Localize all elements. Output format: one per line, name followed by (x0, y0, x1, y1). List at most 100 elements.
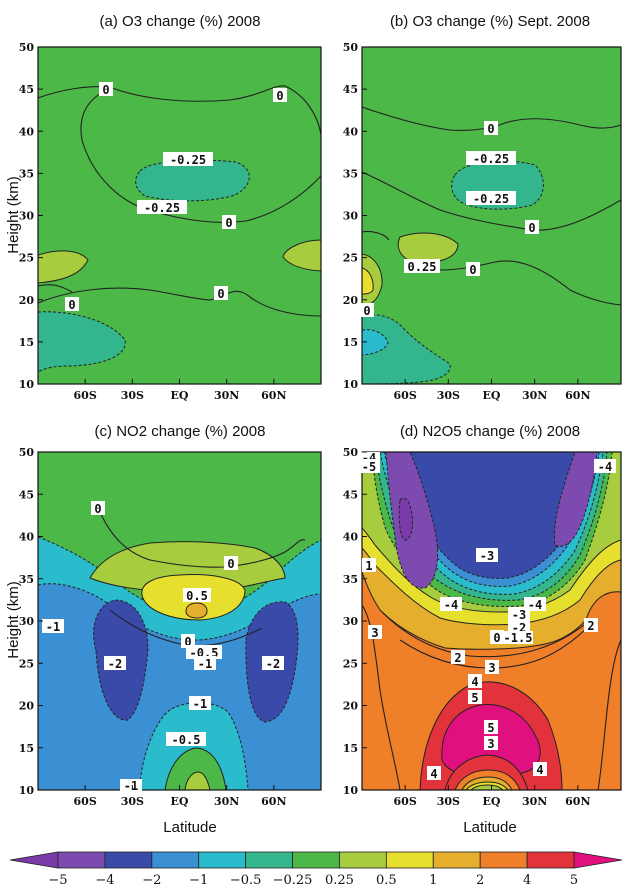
panel-c: (c) NO2 change (%) 2008 0 (5, 423, 322, 836)
c-clabel-1: 0 (94, 502, 101, 516)
a-clabel-4: -0.25 (144, 201, 180, 215)
d-clabel-4: 1 (365, 559, 372, 573)
b-clabel-4: 0 (528, 221, 535, 235)
panel-c-title: (c) NO2 change (%) 2008 (95, 423, 266, 440)
panel-d-x-ticks: 60S 30S EQ 30N 60N (394, 785, 591, 808)
panel-c-ylabel: Height (km) (5, 581, 22, 659)
x-tick-label: 60N (261, 389, 286, 402)
d-fill-neg4-right (553, 452, 598, 547)
a-clabel-6: 0 (217, 287, 224, 301)
colorbar-label: 2 (476, 873, 484, 888)
panel-a-contour-labels: 0 0 -0.25 -0.25 0 0 0 (65, 82, 287, 312)
panel-d-contour-labels: -4 -5 -4 1 -3 -4 -4 3 -3 -2 -1.5 0 2 (358, 451, 616, 781)
y-tick-label: 25 (19, 657, 34, 670)
panel-d-title: (d) N2O5 change (%) 2008 (400, 423, 580, 440)
y-tick-label: 15 (19, 742, 34, 755)
y-tick-label: 20 (343, 700, 359, 713)
colorbar-label: −2 (142, 873, 161, 888)
y-tick-label: 35 (19, 573, 34, 586)
x-tick-label: 60N (565, 795, 590, 808)
d-clabel-21: 4 (536, 763, 543, 777)
y-tick-label: 45 (343, 83, 358, 96)
panel-a-title: (a) O3 change (%) 2008 (100, 13, 261, 30)
d-clabel-16: 4 (471, 675, 478, 689)
d-clabel-2: -5 (362, 460, 376, 474)
x-tick-label: EQ (483, 389, 501, 402)
y-tick-label: 40 (19, 125, 35, 138)
d-clabel-18: 5 (487, 721, 494, 735)
b-fill-pos025-mid (397, 232, 459, 264)
a-contour-zero-lower (38, 287, 321, 317)
a-clabel-2: 0 (276, 89, 283, 103)
y-tick-label: 50 (19, 41, 35, 54)
y-tick-label: 50 (19, 446, 35, 459)
d-clabel-20: 4 (430, 767, 437, 781)
colorbar-label: −5 (48, 873, 67, 888)
y-tick-label: 35 (343, 573, 358, 586)
colorbar-swatch (526, 851, 575, 869)
x-tick-label: 30S (121, 389, 144, 402)
a-clabel-1: 0 (102, 83, 109, 97)
panel-a-y-ticks: 10 15 20 25 30 35 40 45 50 (19, 41, 43, 391)
colorbar-label: −1 (189, 873, 208, 888)
y-tick-label: 45 (343, 488, 358, 501)
x-tick-label: 60S (74, 389, 97, 402)
d-clabel-6: -4 (444, 598, 458, 612)
b-clabel-2: -0.25 (473, 152, 509, 166)
x-tick-label: 60S (394, 389, 417, 402)
a-clabel-3: -0.25 (170, 153, 206, 167)
colorbar-swatch (245, 851, 293, 869)
colorbar-swatch (432, 851, 481, 869)
y-tick-label: 45 (19, 83, 34, 96)
colorbar: −5 −4 −2 −1 −0.5 −0.25 0.25 0.5 1 2 4 5 (9, 851, 623, 888)
d-clabel-9: -3 (512, 608, 526, 622)
colorbar-swatch (385, 851, 434, 869)
a-fill-pos025-left (38, 250, 89, 284)
y-tick-label: 30 (343, 210, 359, 223)
colorbar-swatch (57, 851, 106, 869)
y-tick-label: 25 (343, 252, 358, 265)
colorbar-label: 4 (523, 873, 531, 888)
b-fill-pos05-left (362, 267, 374, 295)
a-fill-neg025-bottom (38, 311, 126, 373)
b-clabel-1: 0 (487, 122, 494, 136)
x-tick-label: 60N (261, 795, 286, 808)
x-tick-label: EQ (171, 389, 189, 402)
y-tick-label: 10 (19, 784, 35, 797)
colorbar-label: 0.5 (376, 873, 397, 888)
a-clabel-7: 0 (68, 298, 75, 312)
colorbar-label: −0.25 (273, 873, 313, 888)
c-clabel-8: -2 (108, 657, 122, 671)
b-fill-neg05-bottom (362, 329, 389, 356)
panel-c-contour-labels: 0 0 0.5 0 -0.5 -1 -1 -2 -2 -1 -0.5 -1 (42, 501, 284, 793)
x-tick-label: 30S (437, 389, 460, 402)
x-tick-label: EQ (171, 795, 189, 808)
x-tick-label: 30N (214, 795, 239, 808)
d-clabel-3: -4 (598, 460, 612, 474)
c-clabel-6: -1 (198, 657, 212, 671)
d-clabel-13: 2 (454, 651, 461, 665)
c-clabel-9: -2 (266, 657, 280, 671)
panel-b-background (362, 47, 621, 384)
b-contour-zero-upper (362, 106, 621, 131)
colorbar-label: 0.25 (325, 873, 354, 888)
y-tick-label: 10 (343, 378, 359, 391)
colorbar-swatch (198, 851, 247, 869)
a-fill-pos025-right (282, 239, 321, 272)
colorbar-swatch (292, 851, 340, 869)
panel-b-y-ticks: 10 15 20 25 30 35 40 45 50 (343, 41, 367, 391)
x-tick-label: EQ (483, 795, 501, 808)
y-tick-label: 40 (19, 531, 35, 544)
d-contour-2 (381, 611, 591, 658)
y-tick-label: 35 (343, 167, 358, 180)
panel-c-x-ticks: 60S 30S EQ 30N 60N (74, 785, 287, 808)
panel-b: (b) O3 change (%) Sept. 2008 0 -0.25 -0.… (343, 13, 622, 402)
d-clabel-11: -1.5 (504, 631, 533, 645)
colorbar-swatch (573, 851, 623, 869)
colorbar-label: 5 (570, 873, 578, 888)
d-clabel-17: 5 (471, 691, 478, 705)
d-fill-neg5-left (398, 497, 413, 541)
colorbar-label: −4 (95, 873, 114, 888)
d-contour-3-left (362, 604, 401, 790)
colorbar-swatch (339, 851, 387, 869)
